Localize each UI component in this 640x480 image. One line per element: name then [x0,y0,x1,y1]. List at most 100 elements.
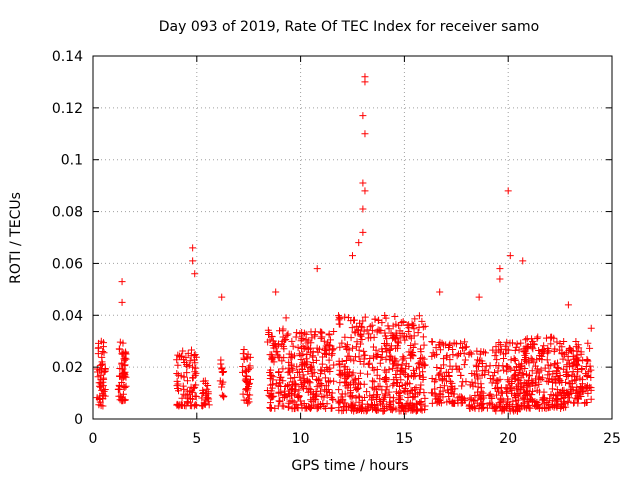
data-point [309,352,317,360]
data-point [361,313,369,321]
data-point [421,361,429,369]
data-point [434,398,442,406]
data-point [368,326,376,334]
chart-title: Day 093 of 2019, Rate Of TEC Index for r… [159,19,539,35]
data-point [437,399,445,407]
data-point [404,394,412,402]
data-point [355,239,363,247]
data-point [122,348,130,356]
data-point [351,329,359,337]
data-point [405,348,413,356]
x-tick-labels: 0 5 10 15 20 25 [89,431,621,447]
data-point [357,330,365,338]
data-point [201,396,209,404]
data-point [118,278,126,286]
data-point [240,354,248,362]
data-point [343,341,351,349]
data-point [348,371,356,379]
data-point [349,403,357,411]
data-point [219,368,227,376]
data-point [274,353,282,361]
data-point [356,393,364,401]
data-point [525,372,533,380]
data-point [535,373,543,381]
data-point [461,338,469,346]
data-point [459,344,467,352]
data-point [497,345,505,353]
data-point [520,347,528,355]
data-point [525,404,533,412]
data-point [411,385,419,393]
data-point [417,405,425,413]
data-point [219,393,227,401]
data-point [513,340,521,348]
data-point [388,405,396,413]
data-point [307,396,315,404]
data-point [99,360,107,368]
data-point [319,353,327,361]
data-point [471,404,479,412]
data-point [553,338,561,346]
data-point [321,346,329,354]
data-point [438,377,446,385]
data-point [381,332,389,340]
data-point [511,356,519,364]
data-point [218,380,226,388]
data-point [446,356,454,364]
data-point [191,351,199,359]
data-point [450,339,458,347]
data-point [466,349,474,357]
data-point [548,375,556,383]
y-tick-label: 0.02 [52,360,83,376]
data-point [393,366,401,374]
data-point [444,386,452,394]
data-point [313,265,321,273]
data-point [445,342,453,350]
data-point [322,404,330,412]
data-point [175,387,183,395]
data-point [294,344,302,352]
data-point [364,370,372,378]
y-tick-label: 0.06 [52,256,83,272]
data-point [543,398,551,406]
data-point [572,387,580,395]
data-point [344,352,352,360]
data-point [486,375,494,383]
data-point [335,386,343,394]
data-point [394,379,402,387]
data-point [312,392,320,400]
data-point [502,350,510,358]
data-point [398,402,406,410]
data-point [519,384,527,392]
data-point [326,364,334,372]
data-point [356,369,364,377]
data-point [417,345,425,353]
data-point [587,366,595,374]
data-point [532,362,540,370]
data-point [419,333,427,341]
data-point [553,403,561,411]
grid-lines [93,56,612,419]
data-point [218,293,226,301]
axis-ticks [92,55,613,420]
data-point [401,387,409,395]
data-point [578,365,586,373]
data-point [302,343,310,351]
data-point [302,355,310,363]
data-point [386,352,394,360]
data-point [315,375,323,383]
data-point [385,325,393,333]
data-point [539,395,547,403]
data-point [408,405,416,413]
data-point [276,376,284,384]
data-point [515,368,523,376]
data-point [336,315,344,323]
data-point [421,402,429,410]
data-point [517,339,525,347]
data-point [552,391,560,399]
data-point [97,361,105,369]
data-point [307,404,315,412]
data-point [275,369,283,377]
data-point [564,397,572,405]
data-point [343,344,351,352]
